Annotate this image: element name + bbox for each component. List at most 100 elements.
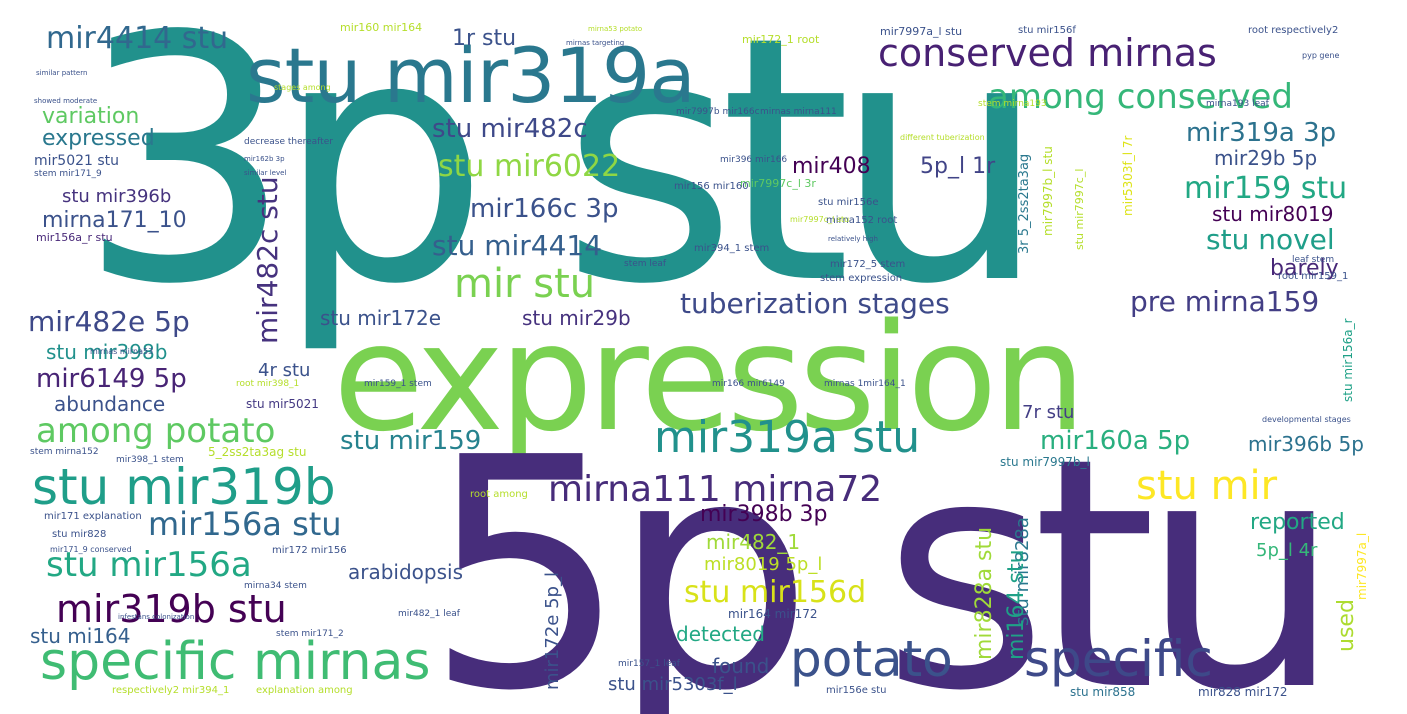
cloud-word: stu mir6022 bbox=[438, 149, 621, 184]
cloud-word: mir408 bbox=[792, 154, 871, 179]
cloud-word: similar level bbox=[244, 169, 287, 177]
cloud-word: 5p_l 4r bbox=[1256, 540, 1318, 561]
cloud-word: mir166 mir6149 bbox=[712, 379, 785, 389]
cloud-word: stu mir396b bbox=[62, 186, 172, 207]
cloud-word: pyp gene bbox=[1302, 51, 1340, 60]
cloud-word: mir482_1 leaf bbox=[398, 609, 460, 619]
cloud-word: stu mi164 bbox=[30, 624, 131, 648]
cloud-word: respectively2 mir394_1 bbox=[112, 685, 230, 696]
cloud-word: mir159 stu bbox=[1184, 171, 1348, 206]
cloud-word: stu mir5021 bbox=[246, 397, 319, 411]
cloud-word: mir4414 stu bbox=[46, 21, 229, 56]
cloud-word: stem mirna193 bbox=[978, 99, 1047, 109]
cloud-word: among conserved bbox=[988, 77, 1293, 117]
cloud-word: variation bbox=[42, 104, 140, 129]
cloud-word: mirnas targeting bbox=[566, 39, 625, 47]
cloud-word: different tuberization bbox=[900, 133, 985, 142]
cloud-word: specific bbox=[1024, 630, 1213, 688]
cloud-word: stu mir858 bbox=[1070, 685, 1136, 699]
cloud-word: stem mirna152 bbox=[30, 447, 99, 457]
cloud-word: stu mir bbox=[1136, 463, 1278, 509]
cloud-word: mir164 mir172 bbox=[728, 607, 818, 621]
cloud-word: mir7997b mir166c bbox=[676, 107, 760, 117]
cloud-word: stem mir171_9 bbox=[34, 169, 102, 179]
cloud-word: mir482_1 bbox=[706, 530, 801, 554]
cloud-word: stem mir171_2 bbox=[276, 629, 344, 639]
cloud-word: mir7997c_l 3r bbox=[740, 177, 816, 190]
cloud-word: mir stu bbox=[454, 261, 596, 307]
cloud-word: 1r stu bbox=[452, 26, 517, 51]
cloud-word: mir398_1 stem bbox=[116, 455, 184, 465]
cloud-word: mir482e 5p bbox=[28, 305, 190, 338]
cloud-word: mirna152 root bbox=[826, 215, 898, 226]
cloud-word: mir156e stu bbox=[826, 685, 887, 696]
cloud-word: mir172 mir156 bbox=[272, 545, 347, 556]
cloud-word: mirna34 stem bbox=[244, 581, 307, 591]
cloud-word: mir7997a_l stu bbox=[880, 25, 963, 38]
cloud-word: mir159_1 stem bbox=[364, 379, 432, 389]
cloud-word: detected bbox=[676, 622, 765, 646]
cloud-word: stu mir482c bbox=[432, 114, 588, 144]
cloud-word: similar pattern bbox=[36, 69, 88, 77]
cloud-word: stu mir156e bbox=[818, 197, 879, 208]
cloud-word: mir8019 5p_l bbox=[704, 554, 823, 575]
cloud-word: stem expression bbox=[820, 273, 903, 284]
cloud-word: mir396b 5p bbox=[1248, 432, 1364, 456]
cloud-word: decrease thereafter bbox=[244, 137, 333, 147]
cloud-word: stu mir172e bbox=[320, 306, 442, 330]
cloud-word: 7r stu bbox=[1022, 402, 1075, 423]
cloud-word: potato bbox=[790, 630, 953, 688]
cloud-word: mi164 stu bbox=[1004, 549, 1029, 660]
cloud-word: specific mirnas bbox=[40, 632, 431, 692]
cloud-word: mir5021 stu bbox=[34, 153, 120, 169]
cloud-word: mir6149 5p bbox=[36, 364, 187, 394]
cloud-word: root respectively2 bbox=[1248, 25, 1339, 36]
cloud-word: mir828a stu bbox=[972, 526, 997, 660]
cloud-word: expressed bbox=[42, 126, 155, 151]
cloud-word: mir172_1 root bbox=[742, 33, 820, 46]
cloud-word: abundance bbox=[54, 392, 166, 416]
cloud-word: stages among bbox=[274, 83, 331, 92]
cloud-word: mirnas mirna111 bbox=[760, 107, 837, 117]
cloud-word: stu mir156a_r bbox=[1341, 318, 1355, 402]
cloud-word: mir319a 3p bbox=[1186, 118, 1337, 148]
cloud-word: stu mir7997c_l bbox=[1073, 168, 1086, 250]
cloud-word: stu mir29b bbox=[522, 306, 631, 330]
cloud-word: developmental stages bbox=[1262, 415, 1351, 424]
cloud-word: 5_2ss2ta3ag stu bbox=[208, 445, 307, 459]
cloud-word: mir156a_r stu bbox=[36, 231, 113, 244]
cloud-word: leaf stem bbox=[1292, 255, 1335, 265]
cloud-word: used bbox=[1334, 599, 1359, 652]
cloud-word: barely bbox=[1270, 256, 1339, 281]
cloud-word: mir160 mir164 bbox=[340, 21, 423, 34]
cloud-word: found bbox=[712, 654, 770, 678]
cloud-word: mir172e 5p_l bbox=[542, 572, 563, 690]
cloud-word: root mir398_1 bbox=[236, 379, 300, 389]
cloud-word: 4r stu bbox=[258, 360, 311, 381]
cloud-word: mir482c stu bbox=[251, 176, 284, 344]
cloud-word: stu mir159 bbox=[340, 426, 482, 456]
cloud-word: mir29b 5p bbox=[1214, 146, 1318, 170]
cloud-word: stu mir828 bbox=[52, 529, 107, 540]
cloud-word: mir166c 3p bbox=[470, 194, 619, 224]
cloud-word: mirnas mirna53 bbox=[90, 347, 154, 356]
cloud-word: relatively high bbox=[828, 235, 878, 243]
cloud-word: mir171 explanation bbox=[44, 511, 142, 522]
cloud-word: expression bbox=[333, 292, 1086, 464]
cloud-word: mirnas 1mir164_1 bbox=[824, 379, 906, 389]
cloud-word: 5p stu bbox=[425, 390, 1342, 714]
cloud-word: 3p stu bbox=[78, 0, 1048, 358]
cloud-word: conserved mirnas bbox=[878, 31, 1217, 75]
cloud-word: stu mir5303f_l bbox=[608, 674, 738, 695]
cloud-word: mir394_1 stem bbox=[694, 243, 770, 254]
cloud-word: tuberization stages bbox=[680, 287, 950, 320]
cloud-word: root among bbox=[470, 489, 528, 500]
cloud-word: stu mir7997b_l bbox=[1000, 455, 1090, 469]
cloud-word: root mir159_1 bbox=[1278, 271, 1349, 282]
cloud-word: mir172_5 stem bbox=[830, 259, 906, 270]
cloud-word: mir162b 3p bbox=[244, 155, 285, 163]
cloud-word: mir828 mir172 bbox=[1198, 685, 1288, 699]
cloud-word: pre mirna159 bbox=[1130, 285, 1320, 318]
cloud-word: arabidopsis bbox=[348, 560, 464, 584]
